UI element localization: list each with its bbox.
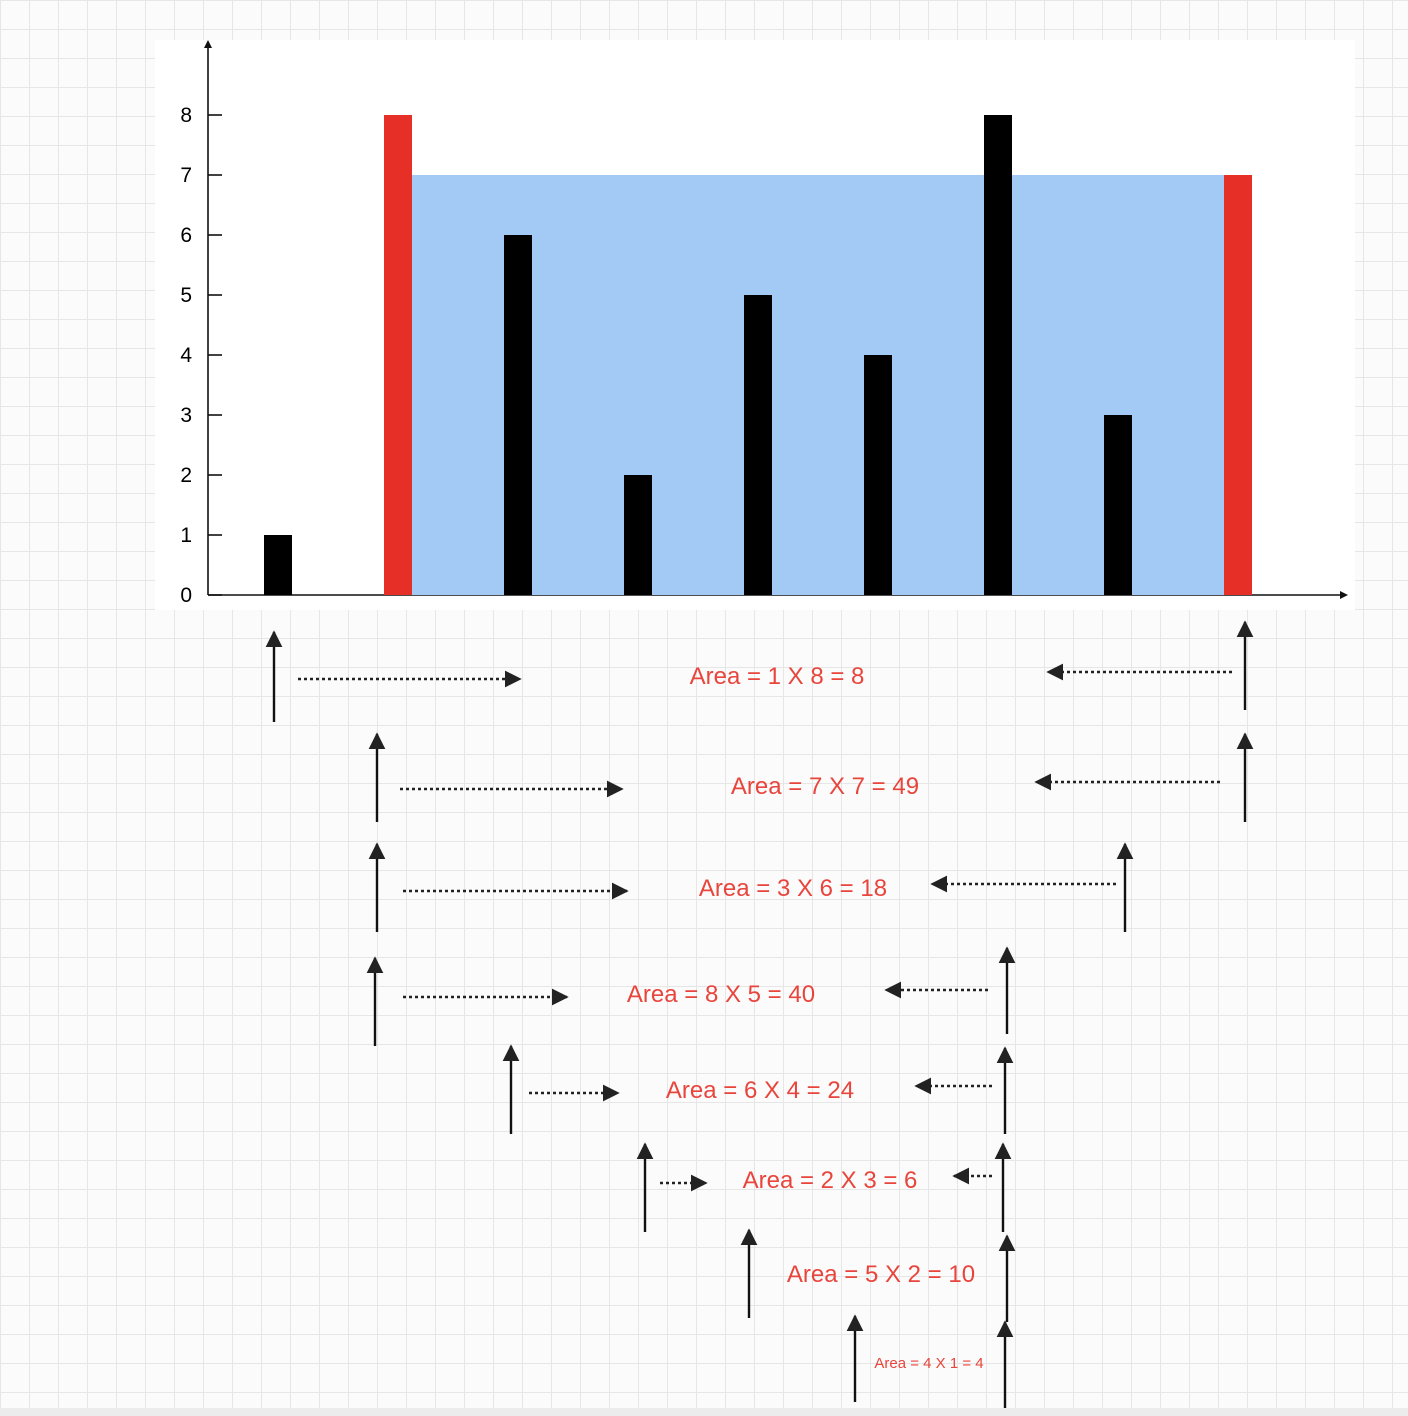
area-label: Area = 7 X 7 = 49	[731, 773, 919, 800]
x-axis-arrow	[1340, 591, 1348, 599]
bar	[504, 235, 532, 595]
y-axis-arrow	[204, 40, 212, 48]
step-row: Area = 5 X 2 = 10	[740, 1228, 1016, 1322]
y-tick-label: 0	[180, 584, 192, 607]
y-tick-label: 4	[180, 344, 192, 367]
area-label: Area = 5 X 2 = 10	[787, 1261, 975, 1288]
step-row: Area = 2 X 3 = 6	[636, 1142, 1012, 1232]
bar-chart: 0 1 2 3 4 5 6 7 8	[180, 40, 1348, 607]
pointer-steps: Area = 1 X 8 = 8 Area = 7 X 7 = 49 Area = …	[265, 620, 1254, 1410]
area-label: Area = 2 X 3 = 6	[743, 1167, 918, 1194]
step-row: Area = 4 X 1 = 4	[846, 1314, 1014, 1410]
y-tick-label: 7	[180, 164, 192, 187]
area-label: Area = 3 X 6 = 18	[699, 875, 887, 902]
y-tick-label: 2	[180, 464, 192, 487]
bar	[864, 355, 892, 595]
y-tick-label: 3	[180, 404, 192, 427]
y-tick-label: 5	[180, 284, 192, 307]
water-area	[412, 175, 1224, 595]
y-tick-label: 1	[180, 524, 192, 547]
bar	[1104, 415, 1132, 595]
y-tick-label: 6	[180, 224, 192, 247]
bar	[624, 475, 652, 595]
highlight-bar	[1224, 175, 1252, 595]
highlight-bar	[384, 115, 412, 595]
area-label: Area = 4 X 1 = 4	[874, 1355, 983, 1372]
step-row: Area = 6 X 4 = 24	[502, 1044, 1014, 1134]
bar	[264, 535, 292, 595]
bar	[744, 295, 772, 595]
area-label: Area = 8 X 5 = 40	[627, 981, 815, 1008]
bottom-strip	[0, 1408, 1408, 1416]
area-label: Area = 1 X 8 = 8	[690, 663, 865, 690]
bar	[984, 115, 1012, 595]
step-row: Area = 8 X 5 = 40	[366, 946, 1016, 1046]
step-row: Area = 1 X 8 = 8	[265, 620, 1254, 722]
step-row: Area = 7 X 7 = 49	[368, 732, 1254, 822]
area-label: Area = 6 X 4 = 24	[666, 1077, 854, 1104]
step-row: Area = 3 X 6 = 18	[368, 842, 1134, 932]
y-tick-label: 8	[180, 104, 192, 127]
